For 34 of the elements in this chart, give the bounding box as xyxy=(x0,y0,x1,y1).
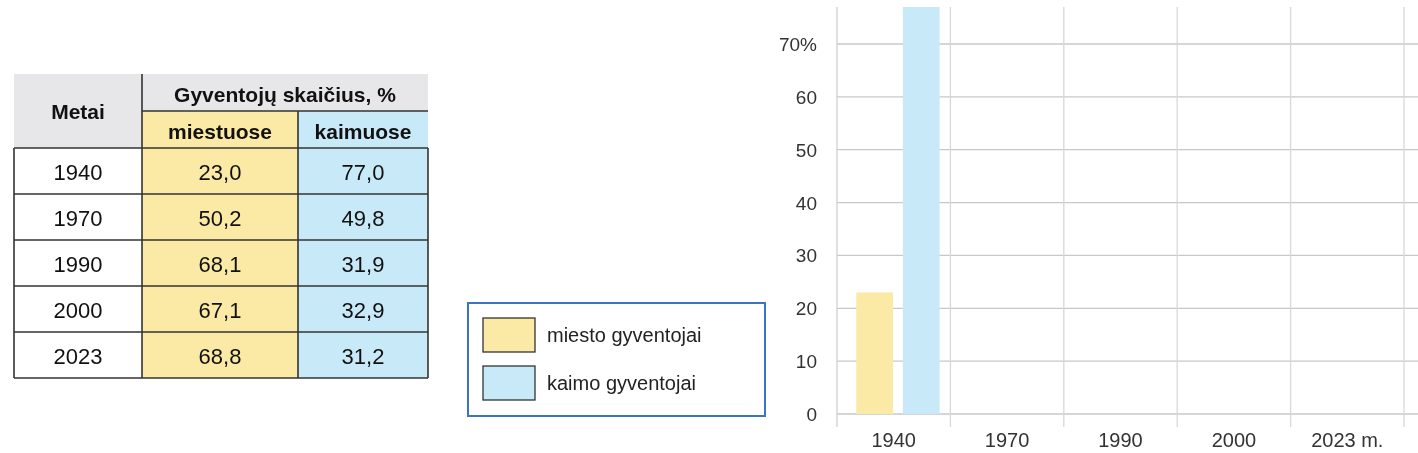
legend-label: kaimo gyventojai xyxy=(547,372,696,394)
category-label: 2000 xyxy=(53,297,103,323)
x-tick-label: 2000 xyxy=(1211,429,1257,451)
data-label: 23,0 xyxy=(198,159,242,185)
category-label: 2023 xyxy=(53,343,103,369)
series-label: miestuose xyxy=(168,119,272,142)
data-label: 67,1 xyxy=(198,297,242,323)
y-tick-label: 30 xyxy=(795,244,817,266)
y-tick-label: 10 xyxy=(795,350,817,372)
y-tick-label: 40 xyxy=(795,192,817,214)
x-tick-label: 2023 m. xyxy=(1311,429,1384,451)
data-label: 31,9 xyxy=(341,251,385,277)
data-label: 68,1 xyxy=(198,251,242,277)
x-tick-label: 1990 xyxy=(1098,429,1143,451)
data-label: 77,0 xyxy=(341,159,385,185)
data-label: 50,2 xyxy=(198,205,242,231)
y-tick-label: 20 xyxy=(795,297,817,319)
y-tick-label: 0 xyxy=(806,403,817,425)
x-tick-label: 1940 xyxy=(871,429,916,451)
data-label: 49,8 xyxy=(341,205,385,231)
legend-label: miesto gyventojai xyxy=(547,324,702,346)
text: Gyventojų skaičius, % xyxy=(174,82,397,105)
y-tick-label: 70% xyxy=(778,33,818,55)
category-label: 1990 xyxy=(53,251,103,277)
series-label: kaimuose xyxy=(314,119,412,142)
x-tick-label: 1970 xyxy=(984,429,1030,451)
y-tick-label: 60 xyxy=(795,86,817,108)
text: Metai xyxy=(51,99,105,123)
category-label: 1970 xyxy=(53,205,103,231)
y-tick-label: 50 xyxy=(795,139,817,161)
data-label: 68,8 xyxy=(198,343,242,369)
category-label: 1940 xyxy=(53,159,103,185)
data-label: 32,9 xyxy=(341,297,385,323)
data-label: 31,2 xyxy=(341,343,385,369)
